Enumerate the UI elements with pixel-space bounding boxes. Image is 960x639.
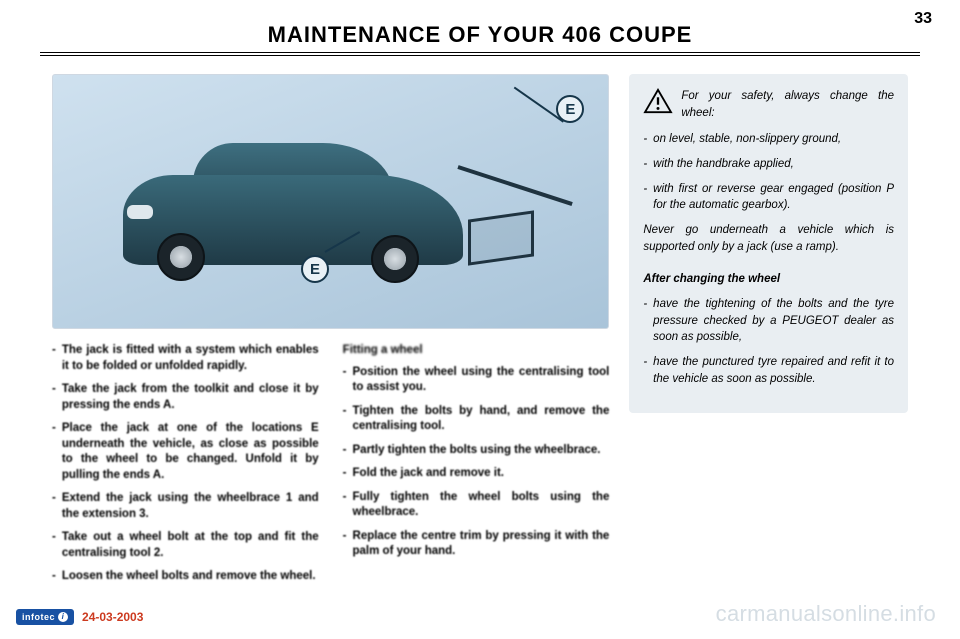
footer-left: infotec 24-03-2003 bbox=[16, 609, 143, 625]
text-columns: -The jack is fitted with a system which … bbox=[52, 343, 609, 593]
dash-icon: - bbox=[343, 443, 347, 459]
footer-date: 24-03-2003 bbox=[82, 610, 143, 624]
watermark: carmanualsonline.info bbox=[716, 601, 936, 627]
callout-label-e-top: E bbox=[556, 95, 584, 123]
list-text: Place the jack at one of the locations E… bbox=[62, 421, 319, 483]
list-text: Position the wheel using the centralisin… bbox=[353, 365, 610, 396]
list-item: -Loosen the wheel bolts and remove the w… bbox=[52, 569, 319, 585]
column-middle: Fitting a wheel -Position the wheel usin… bbox=[343, 343, 610, 593]
list-text: Loosen the wheel bolts and remove the wh… bbox=[62, 569, 316, 585]
list-item: -Take out a wheel bolt at the top and fi… bbox=[52, 530, 319, 561]
column-left: -The jack is fitted with a system which … bbox=[52, 343, 319, 593]
list-item: -Tighten the bolts by hand, and remove t… bbox=[343, 404, 610, 435]
dash-icon: - bbox=[52, 343, 56, 374]
car-jack bbox=[458, 215, 538, 265]
list-item: -Fold the jack and remove it. bbox=[343, 466, 610, 482]
list-text: Tighten the bolts by hand, and remove th… bbox=[353, 404, 610, 435]
jack-crank bbox=[458, 165, 573, 206]
list-item: -Fully tighten the wheel bolts using the… bbox=[343, 490, 610, 521]
dash-icon: - bbox=[52, 382, 56, 413]
left-group: E E -The jack is fitted with a system wh… bbox=[52, 74, 609, 589]
list-item: -have the punctured tyre repaired and re… bbox=[643, 354, 894, 387]
list-item: -with first or reverse gear engaged (pos… bbox=[643, 181, 894, 214]
list-item: -Take the jack from the toolkit and clos… bbox=[52, 382, 319, 413]
dash-icon: - bbox=[643, 156, 647, 173]
dash-icon: - bbox=[343, 490, 347, 521]
list-text: Fully tighten the wheel bolts using the … bbox=[353, 490, 610, 521]
list-item: -Partly tighten the bolts using the whee… bbox=[343, 443, 610, 459]
list-item: -The jack is fitted with a system which … bbox=[52, 343, 319, 374]
list-text: Take out a wheel bolt at the top and fit… bbox=[62, 530, 319, 561]
dash-icon: - bbox=[643, 181, 647, 214]
car-wheel-front bbox=[157, 233, 205, 281]
content-area: E E -The jack is fitted with a system wh… bbox=[52, 74, 908, 589]
dash-icon: - bbox=[52, 421, 56, 483]
list-item: -Position the wheel using the centralisi… bbox=[343, 365, 610, 396]
infotec-badge: infotec bbox=[16, 609, 74, 625]
list-item: -have the tightening of the bolts and th… bbox=[643, 296, 894, 346]
dash-icon: - bbox=[52, 530, 56, 561]
dash-icon: - bbox=[52, 569, 56, 585]
mid-heading: Fitting a wheel bbox=[343, 343, 610, 359]
warning-icon bbox=[643, 88, 673, 114]
list-text: Fold the jack and remove it. bbox=[353, 466, 504, 482]
safety-note: Never go underneath a vehicle which is s… bbox=[643, 222, 894, 255]
list-text: have the tightening of the bolts and the… bbox=[653, 296, 894, 346]
column-right: For your safety, always change the wheel… bbox=[629, 74, 908, 589]
list-text: on level, stable, non-slippery ground, bbox=[653, 131, 841, 148]
list-text: with the handbrake applied, bbox=[653, 156, 794, 173]
dash-icon: - bbox=[343, 404, 347, 435]
page-title: MAINTENANCE OF YOUR 406 COUPE bbox=[0, 22, 960, 48]
list-text: have the punctured tyre repaired and ref… bbox=[653, 354, 894, 387]
dash-icon: - bbox=[52, 491, 56, 522]
car-wheel-rear bbox=[371, 235, 419, 283]
after-heading: After changing the wheel bbox=[643, 271, 894, 288]
list-text: Partly tighten the bolts using the wheel… bbox=[353, 443, 601, 459]
list-item: -on level, stable, non-slippery ground, bbox=[643, 131, 894, 148]
dash-icon: - bbox=[343, 365, 347, 396]
dash-icon: - bbox=[643, 131, 647, 148]
list-item: -Extend the jack using the wheelbrace 1 … bbox=[52, 491, 319, 522]
dash-icon: - bbox=[343, 529, 347, 560]
dash-icon: - bbox=[643, 354, 647, 387]
list-text: Replace the centre trim by pressing it w… bbox=[353, 529, 610, 560]
dash-icon: - bbox=[643, 296, 647, 346]
safety-box: For your safety, always change the wheel… bbox=[629, 74, 908, 413]
callout-label-e-bottom: E bbox=[301, 255, 329, 283]
safety-intro-text: For your safety, always change the wheel… bbox=[681, 88, 894, 121]
list-text: Take the jack from the toolkit and close… bbox=[62, 382, 319, 413]
list-text: Extend the jack using the wheelbrace 1 a… bbox=[62, 491, 319, 522]
safety-intro-row: For your safety, always change the wheel… bbox=[643, 88, 894, 121]
illustration: E E bbox=[52, 74, 609, 329]
dash-icon: - bbox=[343, 466, 347, 482]
list-item: -with the handbrake applied, bbox=[643, 156, 894, 173]
page: 33 MAINTENANCE OF YOUR 406 COUPE E E -Th… bbox=[0, 0, 960, 639]
list-text: The jack is fitted with a system which e… bbox=[62, 343, 319, 374]
car-headlight bbox=[127, 205, 153, 219]
list-text: with first or reverse gear engaged (posi… bbox=[653, 181, 894, 214]
title-rule bbox=[40, 52, 920, 56]
list-item: -Replace the centre trim by pressing it … bbox=[343, 529, 610, 560]
list-item: -Place the jack at one of the locations … bbox=[52, 421, 319, 483]
